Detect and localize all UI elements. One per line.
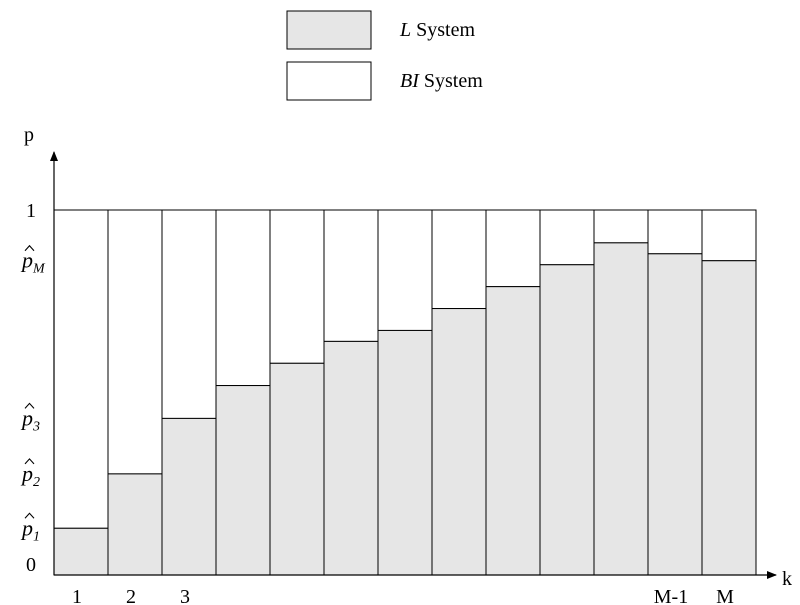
l-bar-8 <box>431 308 487 576</box>
svg-text:p2: p2 <box>20 461 40 490</box>
l-bar-2 <box>107 473 163 576</box>
x-tick-label-13: M <box>716 586 734 605</box>
l-bar-1 <box>53 527 109 576</box>
x-tick-label-2: 2 <box>126 586 136 605</box>
l-bar-11 <box>593 242 649 576</box>
y-tick-label-3: p2 <box>20 458 40 490</box>
bi-bar-12 <box>647 209 703 255</box>
y-tick-label-5: pM <box>20 244 46 277</box>
bi-bar-11 <box>593 209 649 244</box>
bi-bar-10 <box>539 209 595 266</box>
y-tick-label-2: p1 <box>20 512 40 544</box>
legend: L System BI System <box>286 10 483 101</box>
l-bar-7 <box>377 329 433 576</box>
y-tick-label-6: 1 <box>26 200 36 222</box>
l-bar-6 <box>323 340 379 576</box>
svg-text:p1: p1 <box>20 515 40 544</box>
x-axis-label: k <box>782 568 792 590</box>
bi-bar-5 <box>269 209 325 364</box>
l-bar-10 <box>539 264 595 576</box>
legend-swatch-1 <box>286 10 372 50</box>
x-tick-label-12: M-1 <box>654 586 688 605</box>
svg-text:pM: pM <box>20 248 46 277</box>
hat-accent <box>24 402 35 409</box>
svg-text:p3: p3 <box>20 405 40 434</box>
l-bar-3 <box>161 417 217 576</box>
hat-accent <box>24 244 35 252</box>
hat-accent <box>24 512 35 519</box>
hat-accent <box>24 458 35 465</box>
axes: pk <box>24 124 792 590</box>
x-tick-labels: 1 2 3 M-1 M <box>72 586 734 605</box>
l-bar-5 <box>269 362 325 576</box>
bi-bar-8 <box>431 209 487 310</box>
bi-bar-4 <box>215 209 271 387</box>
l-bar-12 <box>647 253 703 576</box>
x-tick-label-3: 3 <box>180 586 190 605</box>
bi-bar-9 <box>485 209 541 288</box>
x-tick-label-1: 1 <box>72 586 82 605</box>
bi-bar-6 <box>323 209 379 342</box>
y-tick-label-1: 0 <box>26 554 36 576</box>
legend-label-2: BI System <box>400 70 483 92</box>
bars <box>53 209 757 576</box>
y-axis-label: p <box>24 124 34 146</box>
bi-bar-2 <box>107 209 163 475</box>
legend-swatch-2 <box>286 61 372 101</box>
l-bar-4 <box>215 385 271 576</box>
l-bar-13 <box>701 260 757 576</box>
bi-bar-13 <box>701 209 757 262</box>
l-bar-9 <box>485 286 541 576</box>
y-tick-labels: 0 p1 p2 p3 pM 1 <box>20 200 46 576</box>
bi-bar-1 <box>53 209 109 529</box>
bi-bar-3 <box>161 209 217 419</box>
legend-label-1: L System <box>399 19 475 41</box>
bi-bar-7 <box>377 209 433 331</box>
y-tick-label-4: p3 <box>20 402 40 434</box>
